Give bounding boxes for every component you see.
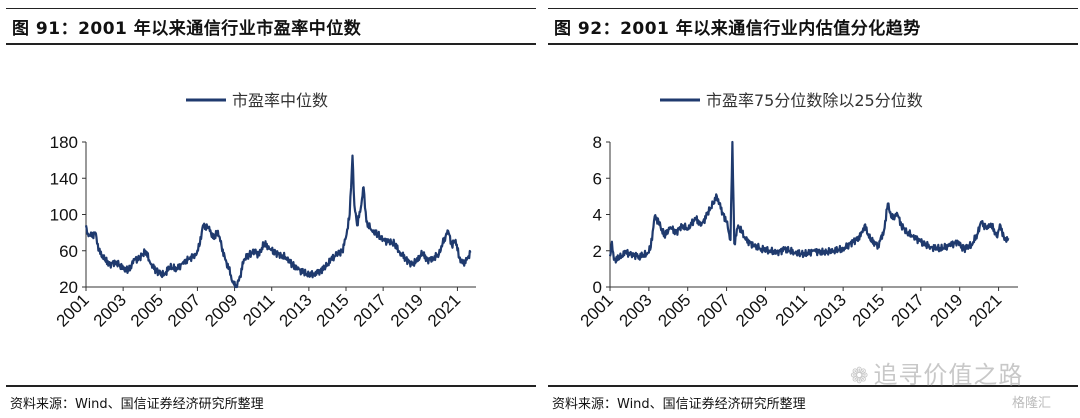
legend-label: 市盈率中位数 — [232, 91, 328, 110]
x-tick-label: 2007 — [693, 290, 733, 330]
x-tick-label: 2011 — [772, 290, 811, 329]
x-tick-label: 2013 — [276, 290, 316, 330]
left-chart-svg: 市盈率中位数2060100140180200120032005200720092… — [50, 91, 476, 331]
right-chart-svg: 市盈率75分位数除以25分位数 0 2 4 6 8 20012003200520072009… — [577, 91, 1018, 331]
legend: 市盈率中位数 — [186, 91, 328, 110]
x-tick-label: 2005 — [654, 290, 694, 330]
x-tick-label: 2019 — [387, 290, 427, 330]
x-tick-label: 2005 — [127, 290, 167, 330]
right-chart-source: 资料来源：Wind、国信证券经济研究所整理 — [552, 396, 806, 412]
brand-logo-text: 格隆汇 — [1012, 392, 1051, 411]
series-line — [84, 154, 472, 289]
left-chart-title: 图 91：2001 年以来通信行业市盈率中位数 — [12, 18, 362, 39]
x-tick-label: 2003 — [90, 290, 130, 330]
right-chart-panel: 图 92：2001 年以来通信行业内估值分化趋势 市盈率75分位数除以25分位数… — [548, 0, 1078, 418]
x-tick-label: 2001 — [577, 290, 617, 330]
left-chart-source: 资料来源：Wind、国信证券经济研究所整理 — [10, 396, 264, 412]
x-tick-label: 2011 — [239, 290, 278, 329]
x-tick-label: 2013 — [810, 290, 850, 330]
right-chart-title-bar: 图 92：2001 年以来通信行业内估值分化趋势 — [548, 8, 1078, 45]
x-tick-label: 2021 — [965, 290, 1005, 330]
x-tick-label: 2003 — [616, 290, 656, 330]
y-tick-label: 20 — [59, 278, 78, 297]
legend-label: 市盈率75分位数除以25分位数 — [706, 91, 923, 110]
series-line — [608, 140, 1010, 264]
y-tick-label: 140 — [50, 169, 78, 188]
y-tick-label: 60 — [59, 242, 78, 261]
x-tick-label: 2015 — [849, 290, 889, 330]
x-tick-label: 2009 — [201, 290, 241, 330]
right-chart-title: 图 92：2001 年以来通信行业内估值分化趋势 — [554, 18, 921, 39]
left-chart-source-bar: 资料来源：Wind、国信证券经济研究所整理 — [6, 385, 536, 417]
y-tick-label: 4 — [593, 206, 602, 225]
left-chart-title-bar: 图 91：2001 年以来通信行业市盈率中位数 — [6, 8, 536, 45]
y-tick-label: 100 — [50, 206, 78, 225]
x-tick-label: 2009 — [732, 290, 772, 330]
x-tick-label: 2007 — [164, 290, 204, 330]
y-tick-label: 8 — [593, 133, 602, 152]
y-tick-label: 6 — [593, 169, 602, 188]
x-tick-label: 2017 — [888, 290, 928, 330]
y-tick-label: 180 — [50, 133, 78, 152]
x-tick-label: 2015 — [313, 290, 353, 330]
watermark: ❁ 追寻价值之路 — [850, 355, 1023, 390]
x-tick-label: 2019 — [926, 290, 966, 330]
watermark-text: 追寻价值之路 — [873, 361, 1024, 389]
x-tick-label: 2021 — [424, 290, 464, 330]
brand-text: 格隆汇 — [1012, 396, 1052, 411]
right-chart-source-bar: 资料来源：Wind、国信证券经济研究所整理 — [548, 385, 1078, 417]
legend: 市盈率75分位数除以25分位数 — [660, 91, 923, 110]
wechat-icon: ❁ — [850, 364, 870, 389]
y-tick-label: 0 — [593, 278, 602, 297]
y-tick-label: 2 — [593, 242, 602, 261]
x-tick-label: 2017 — [350, 290, 390, 330]
left-chart-panel: 图 91：2001 年以来通信行业市盈率中位数 市盈率中位数 20 60 100 140… — [6, 0, 536, 418]
